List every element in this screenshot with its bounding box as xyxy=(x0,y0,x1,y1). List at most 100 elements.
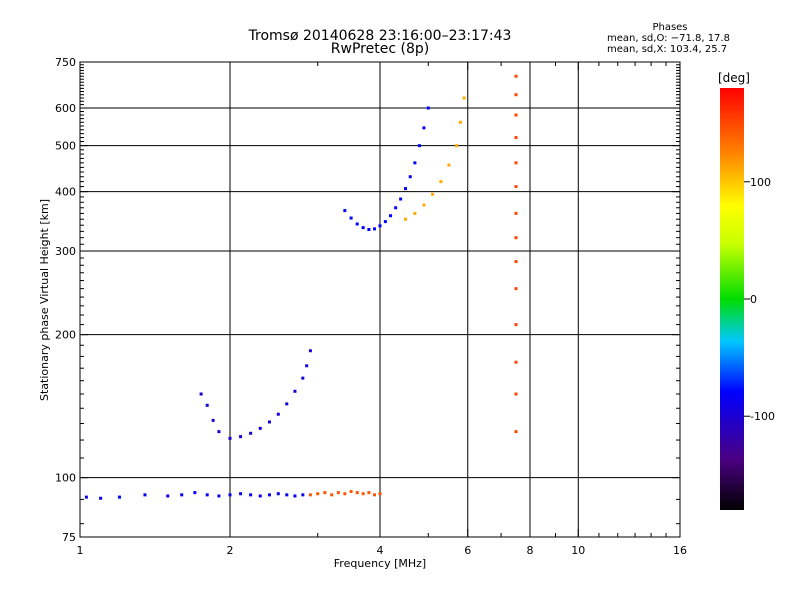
data-point xyxy=(462,96,466,100)
data-point xyxy=(514,161,518,165)
data-point xyxy=(343,492,347,496)
data-point xyxy=(276,412,280,416)
data-point xyxy=(349,490,353,494)
y-axis-label: Stationary phase Virtual Height [km] xyxy=(38,199,51,401)
data-point xyxy=(426,106,430,110)
x-tick-label: 1 xyxy=(77,544,84,557)
data-point xyxy=(84,495,88,499)
data-point xyxy=(458,120,462,124)
data-point xyxy=(439,180,443,184)
data-point xyxy=(367,227,371,231)
data-point xyxy=(514,211,518,215)
colorbar-tick-label: -100 xyxy=(750,410,775,423)
data-point xyxy=(316,492,320,496)
data-point xyxy=(455,144,459,148)
x-tick-label: 4 xyxy=(377,544,384,557)
data-point xyxy=(514,392,518,396)
data-point xyxy=(258,426,262,430)
axis-ticks xyxy=(79,62,681,537)
data-point xyxy=(99,496,103,500)
data-point xyxy=(514,74,518,78)
chart-title-line1: Tromsø 20140628 23:16:00–23:17:43 xyxy=(248,28,512,44)
colorbar-ticks: -100 0 100 xyxy=(744,176,775,423)
data-point xyxy=(514,260,518,264)
data-point xyxy=(355,491,359,495)
data-point xyxy=(217,430,221,434)
y-tick-label: 200 xyxy=(55,329,76,342)
data-point xyxy=(389,214,393,218)
phase-o-stats: mean, sd,O: −71.8, 17.8 xyxy=(607,33,730,44)
data-point xyxy=(323,491,327,495)
data-point xyxy=(417,144,421,148)
data-point xyxy=(205,493,209,497)
data-point xyxy=(305,364,309,368)
y-tick-label: 100 xyxy=(55,472,76,485)
data-point xyxy=(249,431,253,435)
data-point xyxy=(267,493,271,497)
data-point xyxy=(349,216,353,220)
data-point xyxy=(205,403,209,407)
data-points xyxy=(84,74,518,500)
data-point xyxy=(403,187,407,191)
data-point xyxy=(180,493,184,497)
data-point xyxy=(413,161,417,165)
data-point xyxy=(117,495,121,499)
data-point xyxy=(166,494,170,498)
data-point xyxy=(361,492,365,496)
data-point xyxy=(285,493,289,497)
data-point xyxy=(514,113,518,117)
data-point xyxy=(267,420,271,424)
data-point xyxy=(239,435,243,439)
data-point xyxy=(249,493,253,497)
data-point xyxy=(199,392,203,396)
x-tick-label: 6 xyxy=(464,544,471,557)
data-point xyxy=(361,226,365,230)
y-tick-label: 500 xyxy=(55,140,76,153)
data-point xyxy=(143,493,147,497)
data-point xyxy=(285,402,289,406)
x-tick-label: 2 xyxy=(227,544,234,557)
data-point xyxy=(211,418,215,422)
phases-heading: Phases xyxy=(652,22,688,33)
data-point xyxy=(408,175,412,179)
data-point xyxy=(378,492,382,496)
data-point xyxy=(514,236,518,240)
data-point xyxy=(394,206,398,210)
data-point xyxy=(431,192,435,196)
data-point xyxy=(355,222,359,226)
data-point xyxy=(447,163,451,167)
data-point xyxy=(258,494,262,498)
data-point xyxy=(367,491,371,495)
data-point xyxy=(293,494,297,498)
data-point xyxy=(239,492,243,496)
data-point xyxy=(378,224,382,228)
data-point xyxy=(228,493,232,497)
data-point xyxy=(336,491,340,495)
data-point xyxy=(301,376,305,380)
x-tick-label: 16 xyxy=(673,544,687,557)
y-tick-label: 400 xyxy=(55,186,76,199)
phase-x-stats: mean, sd,X: 103.4, 25.7 xyxy=(607,44,728,55)
data-point xyxy=(308,349,312,353)
colorbar-tick-label: 0 xyxy=(750,293,757,306)
y-tick-label: 300 xyxy=(55,245,76,258)
data-point xyxy=(514,93,518,97)
data-point xyxy=(308,493,312,497)
data-point xyxy=(293,389,297,393)
data-point xyxy=(422,203,426,207)
x-axis-label: Frequency [MHz] xyxy=(334,557,426,570)
data-point xyxy=(514,136,518,140)
data-point xyxy=(514,430,518,434)
data-point xyxy=(403,217,407,221)
data-point xyxy=(399,197,403,201)
data-point xyxy=(193,491,197,495)
tick-labels: 1 2 4 6 8 10 16 75 100 200 300 400 500 600 750 xyxy=(55,56,687,557)
colorbar-tick-label: 100 xyxy=(750,176,771,189)
colorbar xyxy=(720,88,744,510)
data-point xyxy=(514,360,518,364)
x-tick-label: 8 xyxy=(527,544,534,557)
data-point xyxy=(276,492,280,496)
chart-title-line2: RwPretec (8p) xyxy=(330,41,430,57)
data-point xyxy=(422,126,426,130)
